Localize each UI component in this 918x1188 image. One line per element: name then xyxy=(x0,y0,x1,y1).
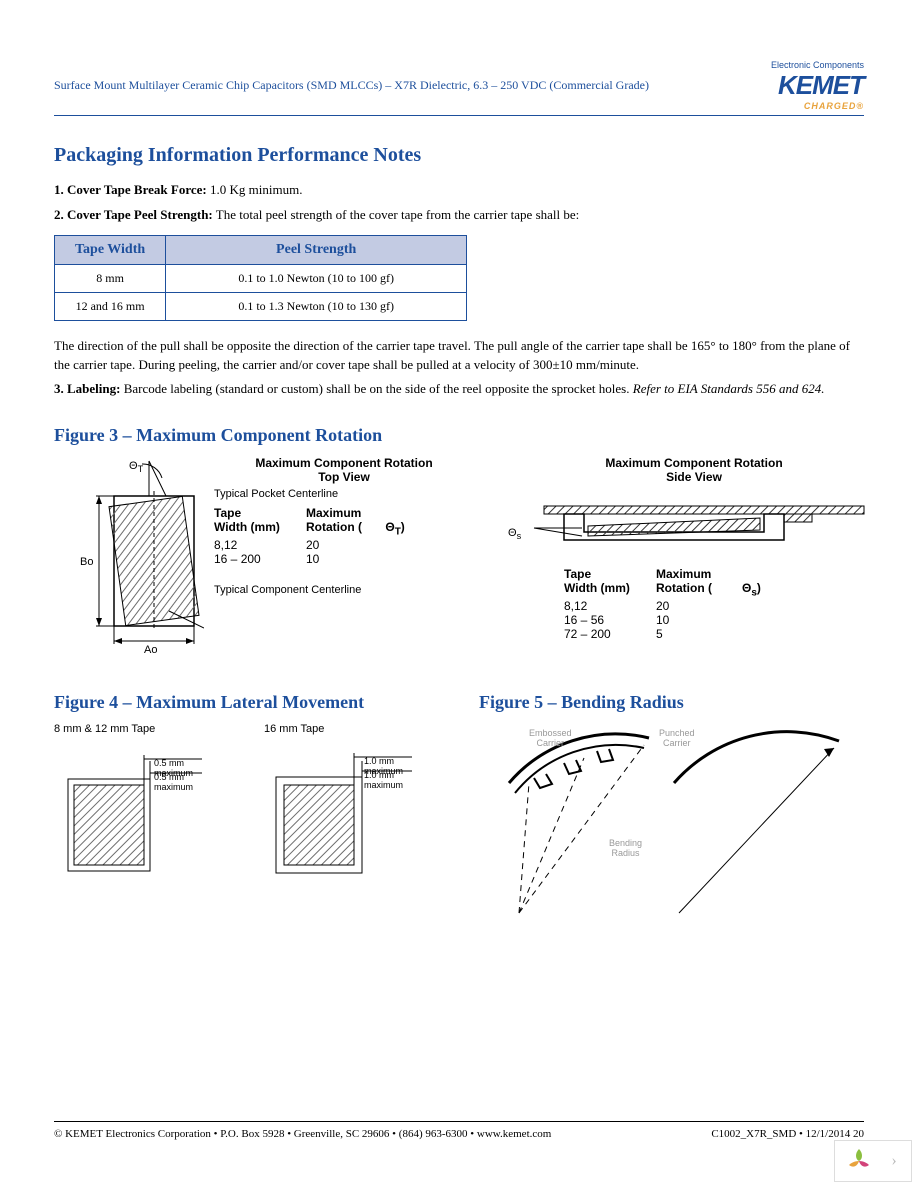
fig3s-h2: Maximum Rotation ( Θs) xyxy=(656,567,761,598)
note-1-value: 1.0 Kg minimum. xyxy=(207,182,303,197)
fig4-left: 8 mm & 12 mm Tape xyxy=(54,723,204,880)
fig3s-r0c0: 8,12 xyxy=(564,599,644,613)
logo-pretext: Electronic Components xyxy=(771,60,864,70)
fig4-dim-a2: 0.5 mm maximum xyxy=(154,772,204,792)
peel-strength-table: Tape Width Peel Strength 8 mm 0.1 to 1.0… xyxy=(54,235,467,321)
fig3s-r2c1: 5 xyxy=(656,627,663,641)
fig3-side: Maximum Component Rotation Side View xyxy=(514,456,874,656)
fig3t-r0c1: 20 xyxy=(306,538,319,552)
peel-r0c1: 0.1 to 1.0 Newton (10 to 100 gf) xyxy=(166,264,467,292)
fig5: Figure 5 – Bending Radius xyxy=(479,666,864,928)
peel-th-0: Tape Width xyxy=(55,235,166,264)
note-3: 3. Labeling: Barcode labeling (standard … xyxy=(54,380,864,399)
logo-sub: CHARGED® xyxy=(771,101,864,111)
ao-label: Ao xyxy=(144,644,157,656)
fig3-title: Figure 3 – Maximum Component Rotation xyxy=(54,425,864,446)
note-3-value: Barcode labeling (standard or custom) sh… xyxy=(120,381,632,396)
logo: Electronic Components KEMET CHARGED® xyxy=(771,60,864,111)
pager-widget[interactable]: › xyxy=(834,1140,912,1182)
fig3s-r2c0: 72 – 200 xyxy=(564,627,644,641)
fig3s-r0c1: 20 xyxy=(656,599,669,613)
fig3s-h1: Tape Width (mm) xyxy=(564,567,644,598)
pager-next-icon[interactable]: › xyxy=(877,1152,911,1170)
fig3-side-caption: Maximum Component Rotation Side View xyxy=(514,456,874,484)
fig4-dim-b2: 1.0 mm maximum xyxy=(364,770,414,790)
fig3t-r1c1: 10 xyxy=(306,552,319,566)
fig5-title: Figure 5 – Bending Radius xyxy=(479,692,864,713)
footer-right: C1002_X7R_SMD • 12/1/2014 20 xyxy=(711,1128,864,1140)
fig4: Figure 4 – Maximum Lateral Movement 8 mm… xyxy=(54,666,439,928)
logo-main: KEMET xyxy=(771,70,864,101)
fig4-left-label: 8 mm & 12 mm Tape xyxy=(54,723,204,735)
fig5-svg xyxy=(479,723,859,923)
note-1: 1. Cover Tape Break Force: 1.0 Kg minimu… xyxy=(54,181,864,200)
header-rule xyxy=(54,115,864,116)
fig4-left-svg xyxy=(54,735,204,875)
fig3-top-caption: Maximum Component Rotation Top View xyxy=(214,456,474,484)
fig3-comp-label: Typical Component Centerline xyxy=(214,584,474,596)
note-2-value: The total peel strength of the cover tap… xyxy=(213,207,580,222)
note-2: 2. Cover Tape Peel Strength: The total p… xyxy=(54,206,864,225)
fig3-side-svg xyxy=(514,488,874,548)
fig3-top-svg xyxy=(54,456,204,656)
peel-th-1: Peel Strength xyxy=(166,235,467,264)
peel-r0c0: 8 mm xyxy=(55,264,166,292)
fig3t-h1: Tape Width (mm) xyxy=(214,506,294,537)
pager-logo-icon xyxy=(841,1143,877,1179)
peel-paragraph: The direction of the pull shall be oppos… xyxy=(54,337,864,375)
fig3-top: Maximum Component Rotation Top View Typi… xyxy=(54,456,474,656)
peel-r1c0: 12 and 16 mm xyxy=(55,292,166,320)
section-title: Packaging Information Performance Notes xyxy=(54,144,864,167)
theta-s-label: Θs xyxy=(508,527,521,541)
fig5-emb-label: Embossed Carrier xyxy=(529,728,572,748)
doc-title: Surface Mount Multilayer Ceramic Chip Ca… xyxy=(54,78,649,93)
fig3t-r1c0: 16 – 200 xyxy=(214,552,294,566)
fig4-right: 16 mm Tape 1.0 mm maximum 1.0 mm maximum xyxy=(264,723,414,880)
fig4-right-label: 16 mm Tape xyxy=(264,723,414,735)
fig3s-r1c0: 16 – 56 xyxy=(564,613,644,627)
note-1-label: 1. Cover Tape Break Force: xyxy=(54,182,207,197)
fig3-pocket-label: Typical Pocket Centerline xyxy=(214,488,474,500)
fig4-title: Figure 4 – Maximum Lateral Movement xyxy=(54,692,439,713)
note-3-label: 3. Labeling: xyxy=(54,381,120,396)
fig3t-r0c0: 8,12 xyxy=(214,538,294,552)
fig5-radius-label: Bending Radius xyxy=(609,838,642,858)
note-2-label: 2. Cover Tape Peel Strength: xyxy=(54,207,213,222)
theta-t-label: ΘT xyxy=(129,460,143,474)
fig3t-h2: Maximum Rotation ( ΘT) xyxy=(306,506,405,537)
fig5-punch-label: Punched Carrier xyxy=(659,728,695,748)
fig3s-r1c1: 10 xyxy=(656,613,669,627)
peel-r1c1: 0.1 to 1.3 Newton (10 to 130 gf) xyxy=(166,292,467,320)
footer-left: © KEMET Electronics Corporation • P.O. B… xyxy=(54,1128,551,1140)
note-3-ref: Refer to EIA Standards 556 and 624. xyxy=(633,381,825,396)
bo-label: Bo xyxy=(80,556,93,568)
footer: © KEMET Electronics Corporation • P.O. B… xyxy=(54,1121,864,1140)
